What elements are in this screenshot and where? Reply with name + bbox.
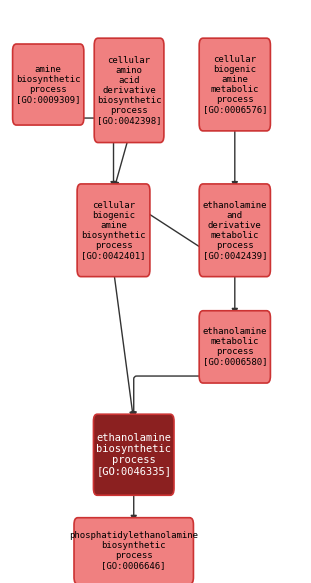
FancyBboxPatch shape: [199, 38, 270, 131]
Text: ethanolamine
and
derivative
metabolic
process
[GO:0042439]: ethanolamine and derivative metabolic pr…: [202, 201, 267, 260]
FancyBboxPatch shape: [77, 184, 150, 277]
Text: ethanolamine
biosynthetic
process
[GO:0046335]: ethanolamine biosynthetic process [GO:00…: [96, 433, 171, 476]
Text: cellular
biogenic
amine
metabolic
process
[GO:0006576]: cellular biogenic amine metabolic proces…: [202, 55, 267, 114]
Text: cellular
biogenic
amine
biosynthetic
process
[GO:0042401]: cellular biogenic amine biosynthetic pro…: [81, 201, 146, 260]
Text: amine
biosynthetic
process
[GO:0009309]: amine biosynthetic process [GO:0009309]: [16, 65, 81, 104]
FancyBboxPatch shape: [199, 311, 270, 383]
FancyBboxPatch shape: [13, 44, 84, 125]
FancyBboxPatch shape: [94, 38, 164, 143]
FancyBboxPatch shape: [199, 184, 270, 277]
Text: ethanolamine
metabolic
process
[GO:0006580]: ethanolamine metabolic process [GO:00065…: [202, 327, 267, 367]
FancyBboxPatch shape: [74, 518, 193, 583]
Text: cellular
amino
acid
derivative
biosynthetic
process
[GO:0042398]: cellular amino acid derivative biosynthe…: [97, 56, 161, 125]
Text: phosphatidylethanolamine
biosynthetic
process
[GO:0006646]: phosphatidylethanolamine biosynthetic pr…: [69, 531, 198, 571]
FancyBboxPatch shape: [93, 414, 174, 496]
